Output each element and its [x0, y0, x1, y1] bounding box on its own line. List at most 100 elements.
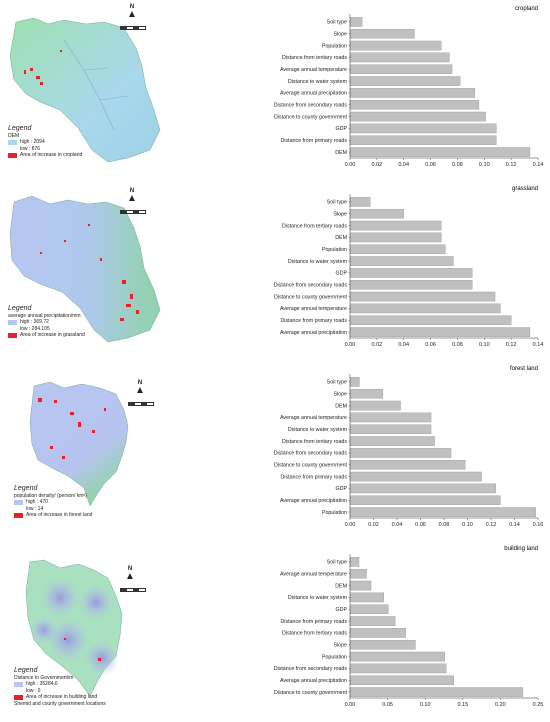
legend-high-label: high : 2094 — [20, 139, 45, 145]
category-label: Average annual precipitation — [280, 678, 347, 684]
legend-low-label: low : 876 — [20, 145, 41, 152]
bar — [349, 639, 416, 650]
category-label: Distance to water system — [288, 79, 348, 85]
category-label: Soil type — [327, 560, 347, 566]
legend-extra-label: Shemid and county government locations — [14, 700, 106, 707]
x-tick-label: 0.06 — [425, 342, 436, 348]
legend-high-label: high : 369.72 — [20, 319, 49, 325]
bar — [349, 687, 524, 697]
x-tick-label: 0.14 — [533, 342, 544, 348]
legend-increase-swatch — [8, 152, 17, 158]
legend-increase-label: Area of increase in grassland — [20, 332, 85, 338]
bar — [349, 17, 363, 27]
x-tick-label: 0.10 — [479, 162, 490, 168]
bar-chart-forest-land: forest land Soil type Slope DEM Average annu… — [274, 366, 544, 528]
legend-increase-label: Area of increase in forest land — [26, 512, 93, 518]
x-tick-label: 0.14 — [509, 522, 520, 528]
legend: Legend population density/ (person/ km²)… — [14, 485, 93, 519]
x-tick-label: 0.10 — [462, 522, 473, 528]
north-arrow: N ▲ — [125, 566, 135, 582]
bar — [349, 232, 442, 243]
category-label: GDP — [336, 126, 348, 132]
legend-increase-swatch — [14, 694, 23, 700]
legend: Legend DEM high : 2094 low : 876 Area of… — [8, 125, 82, 159]
category-label: DEM — [335, 583, 347, 589]
scale-bar — [128, 402, 154, 406]
category-label: Average annual temperature — [280, 415, 347, 421]
category-label: Distance from secondary roads — [274, 451, 348, 457]
bar — [349, 675, 454, 686]
category-label: Average annual temperature — [280, 67, 347, 73]
category-label: Average annual precipitation — [280, 498, 347, 504]
legend-title: Legend — [14, 667, 38, 674]
chart-title: cropland — [515, 6, 538, 12]
bar — [349, 507, 536, 517]
bar — [349, 268, 473, 278]
panel-building-land: N ▲ Legend Distance to Government/m high … — [0, 540, 550, 720]
bar-chart-cropland: cropland Soil type Slope Population Distance… — [274, 6, 544, 168]
bar — [349, 568, 367, 579]
category-label: Distance from tertiary roads — [282, 439, 347, 445]
bar — [349, 315, 512, 326]
category-label: Distance from secondary roads — [274, 283, 348, 289]
x-tick-label: 0.12 — [506, 162, 517, 168]
bar — [349, 388, 384, 399]
legend-title: Legend — [14, 485, 38, 492]
bar — [349, 436, 435, 446]
bar — [349, 28, 415, 39]
north-arrow: N ▲ — [127, 188, 137, 204]
north-arrow: N ▲ — [135, 380, 145, 396]
category-label: Distance to county government — [274, 463, 348, 469]
map-image — [9, 195, 161, 343]
bar — [349, 495, 501, 506]
scale-bar — [120, 210, 146, 214]
map-image — [29, 381, 129, 507]
category-label: GDP — [336, 486, 348, 492]
bar — [349, 663, 447, 674]
x-tick-label: 0.02 — [371, 342, 382, 348]
x-tick-label: 0.00 — [345, 342, 356, 348]
scale-bar — [120, 26, 146, 30]
legend-low-label: low : 0 — [26, 687, 41, 694]
legend-low-label: low : 284.105 — [20, 325, 50, 332]
legend-layer: population density/ (person/ km²) — [14, 492, 87, 499]
x-tick-label: 0.05 — [382, 702, 393, 708]
bar — [349, 111, 486, 122]
bar — [349, 76, 461, 86]
category-label: GDP — [336, 607, 348, 613]
category-label: GDP — [336, 271, 348, 277]
scale-bar — [120, 588, 146, 592]
x-tick-label: 0.04 — [398, 342, 409, 348]
x-tick-label: 0.10 — [479, 342, 490, 348]
category-label: Distance to water system — [288, 427, 348, 433]
category-label: Distance to water system — [288, 595, 348, 601]
bar — [349, 557, 360, 567]
bar — [349, 592, 384, 603]
legend-high-swatch — [14, 499, 23, 505]
bar — [349, 52, 450, 63]
legend-increase-label: Area of increase in building land — [26, 694, 98, 700]
map-cropland: N ▲ Legend DEM high : 2094 low : 876 Area… — [4, 0, 176, 176]
legend-high-swatch — [8, 319, 17, 325]
category-label: Distance from tertiary roads — [282, 631, 347, 637]
bar — [349, 244, 446, 255]
map-image — [25, 559, 123, 697]
chart-title: grassland — [512, 186, 538, 192]
bar-chart-grassland: grassland Soil type Slope Distance from ter… — [274, 186, 544, 348]
legend-title: Legend — [8, 305, 32, 312]
category-label: DEM — [335, 403, 347, 409]
bar — [349, 220, 442, 231]
category-label: DEM — [335, 150, 347, 156]
category-label: Slope — [333, 32, 347, 38]
bar — [349, 208, 404, 219]
map-image — [9, 17, 161, 163]
x-tick-label: 0.04 — [398, 162, 409, 168]
category-label: Population — [322, 510, 347, 516]
category-label: Slope — [333, 643, 347, 649]
bar — [349, 604, 389, 615]
legend-title: Legend — [8, 125, 32, 132]
legend-low-label: low : 14 — [26, 505, 44, 512]
category-label: Soil type — [327, 200, 347, 206]
bar — [349, 412, 432, 423]
legend-high-swatch — [14, 681, 23, 687]
